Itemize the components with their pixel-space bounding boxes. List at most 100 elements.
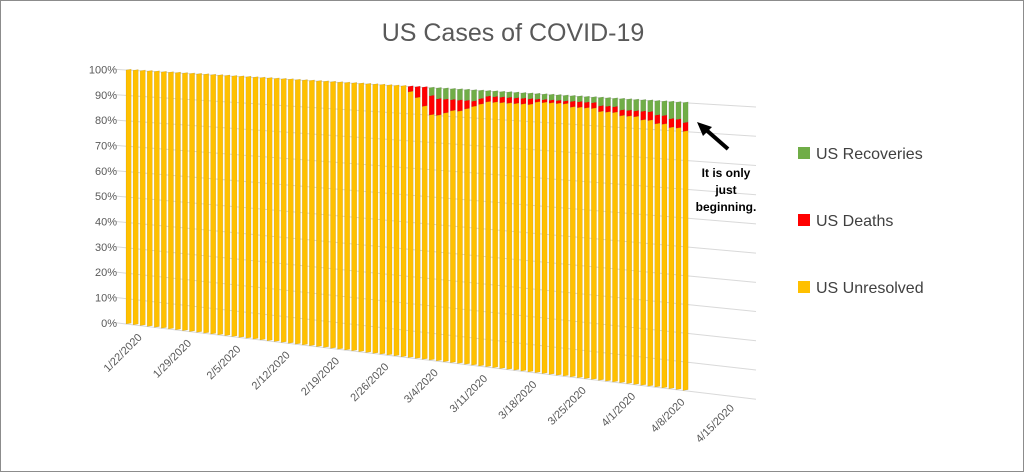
- bar-group: [457, 88, 463, 364]
- bar-segment: [245, 75, 252, 339]
- bar-group: [668, 100, 675, 390]
- bar-group: [520, 92, 527, 372]
- bar-segment: [316, 80, 322, 347]
- bar-segment: [612, 97, 618, 108]
- x-tick-label: 4/15/2020: [694, 402, 737, 445]
- bar-group: [337, 81, 343, 350]
- bar-group: [569, 95, 576, 378]
- bar-group: [421, 86, 428, 360]
- bar-group: [619, 97, 625, 384]
- x-tick-label: 1/22/2020: [102, 332, 145, 375]
- legend-swatch: [798, 147, 810, 159]
- bar-segment: [520, 92, 527, 100]
- bar-segment: [584, 101, 590, 109]
- bar-segment: [217, 74, 224, 336]
- bar-segment: [365, 82, 372, 353]
- bar-segment: [527, 92, 534, 100]
- bar-group: [436, 87, 442, 362]
- bar-segment: [280, 78, 287, 343]
- bar-segment: [478, 89, 484, 100]
- bar-segment: [168, 71, 174, 330]
- bar-segment: [436, 114, 442, 362]
- bar-segment: [619, 97, 625, 111]
- bar-group: [386, 84, 393, 356]
- x-tick-label: 3/18/2020: [496, 379, 539, 422]
- bar-segment: [668, 118, 675, 128]
- bar-segment: [492, 101, 498, 368]
- bar-segment: [436, 98, 442, 116]
- bar-group: [266, 77, 273, 342]
- bar-segment: [541, 98, 548, 104]
- bar-segment: [499, 96, 506, 104]
- y-tick-label: 0%: [101, 318, 117, 330]
- bar-group: [217, 74, 224, 336]
- bar-segment: [569, 95, 576, 102]
- bar-group: [598, 96, 604, 381]
- bar-segment: [492, 90, 498, 98]
- bar-group: [534, 92, 541, 374]
- bar-segment: [591, 101, 597, 109]
- bar-group: [577, 95, 583, 379]
- bar-segment: [393, 84, 400, 357]
- bar-group: [316, 80, 322, 347]
- bar-group: [548, 93, 555, 375]
- bar-segment: [485, 101, 491, 368]
- legend-label: US Recoveries: [816, 146, 923, 163]
- bar-group: [541, 93, 548, 374]
- y-tick-label: 40%: [95, 217, 117, 229]
- bar-segment: [562, 94, 569, 102]
- bar-segment: [548, 102, 555, 375]
- bar-segment: [661, 123, 668, 389]
- bar-segment: [231, 75, 238, 337]
- x-tick-label: 4/1/2020: [599, 391, 638, 430]
- bar-segment: [626, 98, 632, 112]
- bar-group: [612, 97, 618, 383]
- y-tick-label: 60%: [95, 166, 117, 178]
- bar-segment: [344, 81, 350, 351]
- legend-item: US Deaths: [798, 213, 893, 230]
- bar-group: [238, 75, 245, 338]
- bar-segment: [647, 99, 654, 113]
- bar-segment: [612, 111, 618, 383]
- bar-segment: [633, 110, 639, 118]
- bar-segment: [421, 86, 428, 107]
- bar-group: [330, 80, 336, 349]
- bar-segment: [450, 87, 456, 101]
- bar-group: [302, 79, 308, 346]
- bar-group: [245, 75, 252, 339]
- bar-segment: [457, 88, 463, 101]
- bar-segment: [372, 83, 379, 354]
- bar-segment: [640, 99, 647, 112]
- bar-segment: [682, 101, 689, 124]
- legend-label: US Deaths: [816, 213, 893, 230]
- bar-segment: [464, 99, 470, 110]
- legend-item: US Recoveries: [798, 146, 923, 163]
- y-tick-label: 90%: [95, 90, 117, 102]
- bar-group: [485, 90, 491, 368]
- bar-segment: [414, 85, 421, 99]
- bar-segment: [661, 100, 668, 117]
- bar-segment: [598, 110, 604, 381]
- annotation-text-line: It is only: [702, 166, 751, 180]
- bar-segment: [478, 103, 484, 367]
- bar-segment: [323, 80, 329, 348]
- bar-segment: [132, 69, 139, 326]
- bar-group: [492, 90, 498, 368]
- x-tick-label: 2/19/2020: [299, 355, 342, 398]
- bar-segment: [633, 115, 639, 385]
- y-tick-label: 30%: [95, 242, 117, 254]
- bar-group: [640, 99, 647, 386]
- annotation-arrow-head: [697, 122, 712, 136]
- bar-segment: [485, 95, 491, 103]
- bar-segment: [471, 100, 477, 108]
- bar-segment: [400, 85, 407, 358]
- bar-segment: [647, 110, 654, 121]
- bar-group: [125, 68, 132, 325]
- bar-segment: [640, 119, 647, 386]
- bar-segment: [555, 102, 562, 376]
- legend-swatch: [798, 281, 810, 293]
- bar-segment: [337, 81, 343, 350]
- legend: US Recoveries US Deaths US Unresolved: [798, 146, 924, 297]
- x-tick-label: 3/25/2020: [546, 385, 589, 428]
